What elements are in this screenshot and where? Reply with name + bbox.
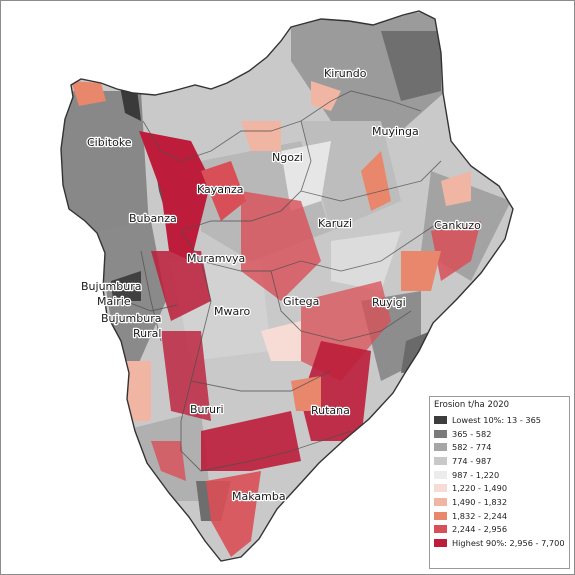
- legend-label: Lowest 10%: 13 - 365: [452, 414, 542, 425]
- legend-swatch: [434, 511, 447, 520]
- legend-label: 774 - 987: [452, 455, 492, 466]
- legend-swatch: [434, 539, 447, 548]
- label-cibitoke: Cibitoke: [87, 136, 132, 149]
- legend-item: 987 - 1,220: [434, 468, 565, 482]
- label-bujumbura-mairie-1: Bujumbura: [81, 280, 141, 293]
- label-bubanza: Bubanza: [129, 212, 177, 225]
- label-muramvya: Muramvya: [187, 252, 245, 265]
- legend-item: 1,832 - 2,244: [434, 509, 565, 523]
- legend-item: 1,220 - 1,490: [434, 481, 565, 495]
- legend-swatch: [434, 456, 447, 465]
- legend-swatch: [434, 443, 447, 452]
- legend: Erosion t/ha 2020 Lowest 10%: 13 - 365 36…: [429, 396, 570, 569]
- label-bujumbura-rural-2: Rural: [133, 327, 161, 340]
- legend-label: 2,244 - 2,956: [452, 524, 508, 535]
- legend-swatch: [434, 497, 447, 506]
- label-bujumbura-mairie-2: Mairie: [97, 295, 131, 308]
- legend-swatch: [434, 525, 447, 534]
- legend-item: 582 - 774: [434, 440, 565, 454]
- legend-label: 1,220 - 1,490: [452, 483, 508, 494]
- province-labels: Kirundo Muyinga Cibitoke Ngozi Kayanza B…: [80, 66, 483, 505]
- legend-swatch: [434, 415, 447, 424]
- legend-label: 1,490 - 1,832: [452, 496, 508, 507]
- province-boundaries: [124, 90, 442, 472]
- label-makamba: Makamba: [232, 490, 286, 503]
- legend-item: Lowest 10%: 13 - 365: [434, 413, 565, 427]
- legend-label: 987 - 1,220: [452, 469, 500, 480]
- legend-item: Highest 90%: 2,956 - 7,700: [434, 536, 565, 550]
- label-kirundo: Kirundo: [324, 67, 367, 80]
- label-kayanza: Kayanza: [197, 183, 244, 196]
- legend-item: 1,490 - 1,832: [434, 495, 565, 509]
- legend-title: Erosion t/ha 2020: [434, 400, 510, 410]
- legend-swatch: [434, 470, 447, 479]
- label-bujumbura-rural-1: Bujumbura: [101, 312, 161, 325]
- label-rutana: Rutana: [311, 404, 350, 417]
- label-mwaro: Mwaro: [214, 305, 251, 318]
- label-karuzi: Karuzi: [318, 217, 352, 230]
- legend-label: 365 - 582: [452, 428, 492, 439]
- legend-item: 365 - 582: [434, 427, 565, 441]
- label-gitega: Gitega: [283, 295, 319, 308]
- legend-label: 1,832 - 2,244: [452, 510, 508, 521]
- label-muyinga: Muyinga: [372, 125, 419, 138]
- legend-item: 774 - 987: [434, 454, 565, 468]
- label-ngozi: Ngozi: [272, 151, 303, 164]
- legend-label: Highest 90%: 2,956 - 7,700: [452, 538, 565, 549]
- label-cankuzo: Cankuzo: [434, 219, 481, 232]
- label-bururi: Bururi: [190, 403, 224, 416]
- legend-label: 582 - 774: [452, 442, 492, 453]
- label-ruyigi: Ruyigi: [372, 296, 406, 309]
- country-outline: [60, 10, 514, 562]
- legend-item: 2,244 - 2,956: [434, 523, 565, 537]
- legend-swatch: [434, 429, 447, 438]
- legend-swatch: [434, 484, 447, 493]
- legend-rows: Lowest 10%: 13 - 365 365 - 582 582 - 774 77…: [434, 413, 565, 550]
